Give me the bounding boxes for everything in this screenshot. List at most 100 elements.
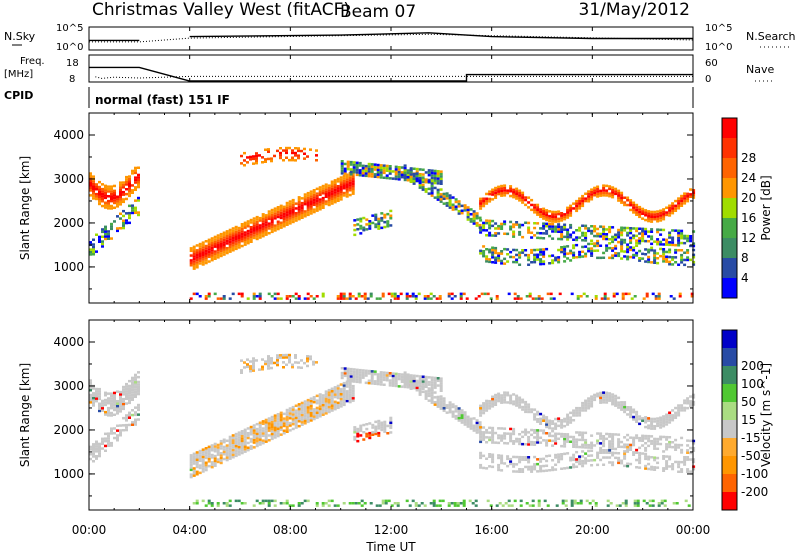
heatmap-cell xyxy=(638,466,642,469)
heatmap-cell xyxy=(584,457,588,460)
heatmap-cell xyxy=(231,436,235,440)
heatmap-cell xyxy=(475,217,479,220)
heatmap-cell xyxy=(485,257,489,261)
heatmap-cell xyxy=(309,399,313,403)
heatmap-cell xyxy=(131,396,134,399)
heatmap-cell xyxy=(131,391,134,394)
heatmap-cell xyxy=(327,393,331,397)
heatmap-cell xyxy=(551,259,555,262)
heatmap-cell xyxy=(273,361,276,365)
heatmap-cell xyxy=(333,407,337,411)
colorbar-swatch xyxy=(722,420,737,438)
heatmap-cell xyxy=(267,212,271,216)
heatmap-cell xyxy=(213,238,217,241)
heatmap-cell xyxy=(104,444,107,448)
heatmap-cell xyxy=(632,249,636,252)
heatmap-cell xyxy=(480,292,484,296)
heatmap-cell xyxy=(424,385,428,388)
heatmap-cell xyxy=(342,394,346,397)
heatmap-cell xyxy=(570,292,574,296)
heatmap-cell xyxy=(557,210,561,213)
heatmap-cell xyxy=(611,461,615,464)
heatmap-cell xyxy=(122,190,125,194)
heatmap-cell xyxy=(533,431,537,434)
heatmap-cell xyxy=(389,217,393,220)
heatmap-cell xyxy=(569,418,573,422)
heatmap-cell xyxy=(491,188,495,191)
heatmap-cell xyxy=(315,504,319,507)
heatmap-cell xyxy=(279,154,282,157)
velocity-frame xyxy=(88,319,694,511)
heatmap-cell xyxy=(343,162,347,166)
heatmap-cell xyxy=(421,380,425,383)
heatmap-cell xyxy=(113,196,116,200)
heatmap-cell xyxy=(680,199,684,203)
heatmap-cell xyxy=(379,171,383,174)
heatmap-cell xyxy=(683,406,687,410)
heatmap-cell xyxy=(478,423,482,427)
heatmap-cell xyxy=(605,237,609,241)
heatmap-cell xyxy=(240,434,244,438)
heatmap-cell xyxy=(563,223,567,226)
heatmap-cell xyxy=(677,443,681,447)
heatmap-cell xyxy=(548,432,552,435)
heatmap-cell xyxy=(252,297,256,300)
heatmap-cell xyxy=(614,190,618,193)
heatmap-cell xyxy=(671,414,675,417)
heatmap-cell xyxy=(584,255,588,258)
heatmap-cell xyxy=(403,164,407,167)
heatmap-cell xyxy=(195,258,199,262)
heatmap-cell xyxy=(192,457,196,460)
heatmap-cell xyxy=(137,408,140,412)
heatmap-cell xyxy=(89,250,92,254)
heatmap-cell xyxy=(551,225,555,228)
heatmap-cell xyxy=(485,234,489,237)
heatmap-cell xyxy=(107,195,110,198)
heatmap-cell xyxy=(318,203,322,206)
heatmap-cell xyxy=(500,262,504,265)
heatmap-cell xyxy=(427,399,431,402)
heatmap-cell xyxy=(128,423,131,427)
heatmap-cell xyxy=(581,199,585,203)
heatmap-cell xyxy=(689,400,693,403)
heatmap-cell xyxy=(485,457,489,460)
heatmap-cell xyxy=(339,198,343,201)
heatmap-cell xyxy=(386,432,390,435)
heatmap-cell xyxy=(533,234,537,237)
heatmap-cell xyxy=(494,227,498,230)
heatmap-cell xyxy=(348,176,352,180)
heatmap-cell xyxy=(475,419,479,422)
heatmap-cell xyxy=(603,292,607,296)
heatmap-cell xyxy=(488,436,492,439)
heatmap-cell xyxy=(385,167,389,170)
heatmap-cell xyxy=(216,448,220,452)
heatmap-cell xyxy=(430,383,434,387)
heatmap-cell xyxy=(551,261,555,265)
heatmap-cell xyxy=(309,190,313,193)
colorbar-frame xyxy=(721,117,738,299)
heatmap-cell xyxy=(647,444,651,448)
heatmap-cell xyxy=(581,224,585,227)
heatmap-cell xyxy=(228,250,232,253)
heatmap-cell xyxy=(309,212,313,215)
heatmap-cell xyxy=(572,254,576,257)
heatmap-cell xyxy=(388,372,392,375)
heatmap-cell xyxy=(617,194,621,197)
heatmap-cell xyxy=(611,442,615,446)
power-colorbar-label: Power [dB] xyxy=(759,175,773,240)
heatmap-cell xyxy=(515,470,519,473)
heatmap-cell xyxy=(403,169,407,172)
heatmap-cell xyxy=(276,354,279,357)
heatmap-cell xyxy=(225,237,229,240)
heatmap-cell xyxy=(333,391,337,394)
heatmap-cell xyxy=(506,189,510,192)
heatmap-cell xyxy=(491,224,495,228)
heatmap-cell xyxy=(306,499,310,503)
heatmap-cell xyxy=(554,213,558,216)
heatmap-cell xyxy=(309,397,313,400)
heatmap-cell xyxy=(503,262,507,265)
heatmap-cell xyxy=(560,423,564,427)
heatmap-cell xyxy=(581,431,585,434)
heatmap-cell xyxy=(614,235,618,239)
